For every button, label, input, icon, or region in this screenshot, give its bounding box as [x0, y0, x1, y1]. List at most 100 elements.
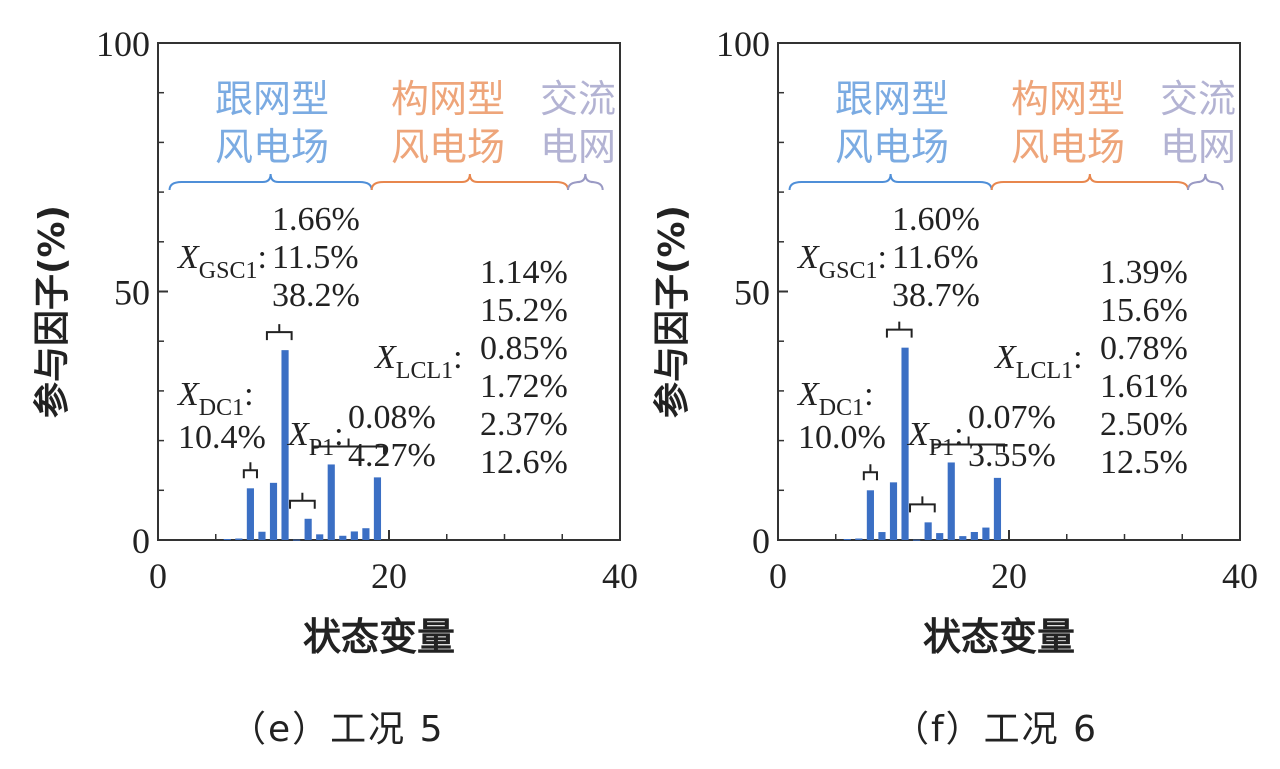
bar	[878, 532, 886, 540]
y-tick-label: 50	[114, 273, 150, 313]
x-tick-label: 20	[371, 556, 407, 596]
y-tick-label: 0	[132, 521, 150, 561]
bar	[901, 347, 909, 540]
chart-panel-f: 0 50 100 0 20 40 状态变量 参与因子(%) 跟网型 风电场 构网型 风电场 交流 电网 XD…	[620, 0, 1260, 769]
x-tick-label: 0	[149, 556, 167, 596]
bar	[316, 534, 324, 540]
annotation-var: XLCL1:	[373, 339, 463, 384]
region-label: 风电场	[215, 125, 329, 169]
chart-caption: （e）工况 5	[230, 709, 445, 750]
region-label: 电网	[1160, 125, 1236, 169]
bar	[258, 531, 266, 540]
bar	[959, 536, 967, 540]
region-brace	[990, 173, 1190, 191]
annotation-var: XP1:	[906, 416, 964, 461]
annotation-bracket	[909, 496, 936, 513]
annotation-bracket	[932, 436, 1006, 453]
annotation-value: 38.2%	[272, 277, 360, 314]
region-brace	[788, 173, 993, 191]
annotation-value: 1.39%	[1100, 254, 1188, 291]
annotation-value: 0.08%	[348, 399, 436, 436]
x-tick-label: 40	[1222, 556, 1258, 596]
bar	[373, 477, 382, 540]
annotation-value: 0.85%	[480, 330, 568, 367]
bar	[947, 462, 955, 540]
bar	[223, 539, 231, 541]
bar	[924, 522, 932, 540]
annotation-value: 2.37%	[480, 406, 568, 443]
bar	[970, 531, 978, 540]
bar	[293, 539, 301, 541]
bar	[281, 350, 289, 540]
y-tick-label: 100	[716, 24, 770, 64]
bar	[235, 538, 243, 540]
x-axis-label: 状态变量	[303, 615, 455, 659]
bar	[855, 538, 863, 540]
region-brace	[370, 173, 570, 191]
annotation-value: 1.61%	[1100, 368, 1188, 405]
annotation-var: XP1:	[286, 416, 344, 461]
annotation-value: 2.50%	[1100, 406, 1188, 443]
annotation-value: 3.55%	[968, 437, 1056, 474]
chart-caption: （f）工况 6	[893, 709, 1099, 750]
annotation-bracket	[862, 464, 878, 481]
bar	[913, 539, 921, 541]
region-brace	[168, 173, 373, 191]
annotation-value: 11.5%	[272, 239, 359, 276]
y-axis-label: 参与因子(%)	[32, 205, 73, 418]
annotation-value: 15.2%	[480, 292, 568, 329]
region-brace	[567, 173, 604, 191]
region-label: 构网型	[1011, 77, 1125, 121]
annotation-bracket	[289, 492, 316, 509]
x-tick-label: 40	[602, 556, 638, 596]
annotation-value: 11.6%	[892, 239, 979, 276]
annotation-value: 12.6%	[480, 444, 568, 481]
bar	[936, 533, 944, 540]
annotation-value: 12.5%	[1100, 444, 1188, 481]
x-tick-label: 20	[991, 556, 1027, 596]
region-label: 风电场	[835, 125, 949, 169]
annotation-value: 10.0%	[798, 419, 886, 456]
x-axis-label: 状态变量	[923, 615, 1075, 659]
bar	[269, 482, 278, 540]
annotation-var: XLCL1:	[993, 339, 1083, 384]
annotation-var: XGSC1:	[176, 239, 267, 284]
bar	[866, 490, 874, 540]
region-label: 风电场	[391, 125, 505, 169]
region-label: 构网型	[391, 77, 505, 121]
region-label: 交流	[540, 77, 616, 121]
annotation-value: 38.7%	[892, 277, 980, 314]
annotation-var: XGSC1:	[796, 239, 887, 284]
bar	[327, 464, 335, 540]
annotation-var: XDC1:	[176, 376, 254, 421]
annotation-value: 1.14%	[480, 254, 568, 291]
region-label: 风电场	[1011, 125, 1125, 169]
bar	[362, 528, 370, 540]
y-tick-label: 50	[734, 273, 770, 313]
annotation-value: 1.72%	[480, 368, 568, 405]
annotation-value: 1.60%	[892, 201, 980, 238]
y-tick-label: 100	[96, 24, 150, 64]
annotation-value: 0.07%	[968, 399, 1056, 436]
region-brace	[1187, 173, 1224, 191]
annotation-bracket	[312, 438, 386, 455]
x-tick-label: 0	[769, 556, 787, 596]
chart-panel-e: 0 50 100 0 20 40 状态变量 参与因子(%) 跟网型 风电场 构网型 风电场 交流 电网 XD…	[32, 24, 638, 750]
y-tick-label: 0	[752, 521, 770, 561]
bar	[246, 488, 254, 540]
annotation-value: 0.78%	[1100, 330, 1188, 367]
bar	[982, 527, 990, 540]
annotation-var: XDC1:	[796, 376, 874, 421]
bar	[304, 518, 312, 540]
bar	[993, 477, 1002, 540]
annotation-value: 4.27%	[348, 437, 436, 474]
annotation-value: 15.6%	[1100, 292, 1188, 329]
annotation-bracket	[885, 321, 913, 338]
annotation-value: 1.66%	[272, 201, 360, 238]
annotation-bracket	[265, 324, 293, 341]
region-label: 跟网型	[835, 77, 949, 121]
bar	[843, 539, 851, 541]
annotation-bracket	[242, 462, 258, 479]
